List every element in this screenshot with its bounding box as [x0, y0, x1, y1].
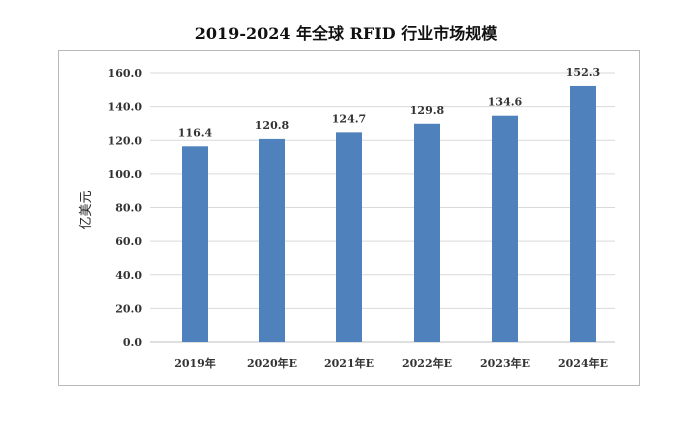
- y-tick-label: 120.0: [108, 134, 143, 147]
- bar: [182, 146, 208, 342]
- y-tick-label: 0.0: [123, 336, 142, 349]
- bar-value-label: 129.8: [410, 104, 445, 117]
- bar: [570, 85, 596, 343]
- bar-value-label: 134.6: [488, 96, 523, 109]
- y-tick-label: 40.0: [115, 269, 142, 282]
- bar: [492, 115, 518, 342]
- y-tick-label: 60.0: [115, 235, 142, 248]
- x-tick-label: 2022年E: [402, 356, 452, 370]
- grid-lines: [150, 72, 615, 343]
- x-tick-label: 2021年E: [324, 356, 374, 370]
- bar: [259, 138, 285, 342]
- bar: [414, 123, 440, 343]
- bars: [182, 85, 596, 343]
- x-tick-label: 2024年E: [558, 356, 608, 370]
- y-tick-label: 140.0: [108, 101, 143, 114]
- x-axis-ticks: 2019年 2020年E 2021年E 2022年E 2023年E 2024年E: [174, 356, 608, 370]
- bar: [336, 132, 362, 342]
- y-tick-label: 20.0: [115, 302, 142, 315]
- y-tick-label: 100.0: [108, 168, 143, 181]
- bar-value-label: 152.3: [566, 66, 600, 79]
- y-axis-ticks: 0.0 20.0 40.0 60.0 80.0 100.0 120.0 140.0 160.0: [108, 67, 143, 349]
- y-tick-label: 80.0: [115, 202, 142, 215]
- x-tick-label: 2020年E: [247, 356, 297, 370]
- x-tick-label: 2023年E: [480, 356, 530, 370]
- data-labels: 116.4 120.8 124.7 129.8 134.6 152.3: [178, 66, 600, 139]
- y-axis-title: 亿美元: [79, 190, 94, 229]
- bar-value-label: 120.8: [255, 119, 290, 132]
- bar-value-label: 124.7: [332, 112, 366, 125]
- x-tick-label: 2019年: [174, 356, 216, 370]
- chart-title: 2019-2024 年全球 RFID 行业市场规模: [194, 24, 498, 43]
- y-tick-label: 160.0: [108, 67, 143, 80]
- bar-value-label: 116.4: [178, 126, 213, 139]
